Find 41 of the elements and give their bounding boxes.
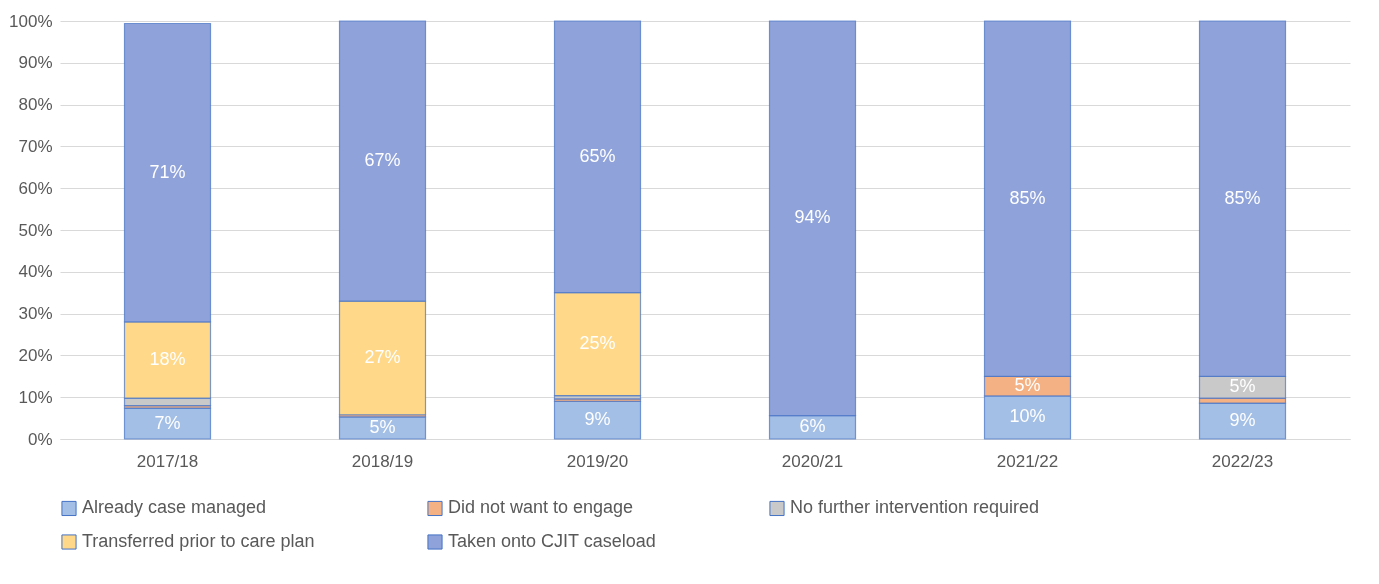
- data-label: 6%: [799, 416, 826, 437]
- y-tick-label: 80%: [18, 95, 53, 115]
- bar: [1198, 402, 1287, 440]
- x-tick-label: 2022/23: [1211, 451, 1274, 471]
- bar: [123, 407, 212, 440]
- data-label: 25%: [579, 333, 616, 354]
- data-label: 71%: [149, 161, 186, 182]
- y-tick-label: 30%: [18, 304, 53, 324]
- y-tick-label: 90%: [18, 53, 53, 73]
- data-label: 94%: [794, 207, 831, 228]
- y-tick-label: 60%: [18, 178, 53, 198]
- legend-label: Already case managed: [82, 497, 267, 518]
- x-tick-label: 2019/20: [566, 451, 629, 471]
- y-tick-label: 0%: [27, 429, 53, 449]
- legend-label: Taken onto CJIT caseload: [448, 531, 656, 551]
- data-label: 10%: [1009, 406, 1046, 427]
- y-tick-label: 10%: [18, 387, 53, 407]
- data-label: 65%: [579, 145, 616, 166]
- data-label: 9%: [1229, 410, 1256, 431]
- data-label: 5%: [1014, 375, 1041, 396]
- legend-label: No further intervention required: [790, 497, 1040, 518]
- data-label: 85%: [1224, 187, 1261, 208]
- y-tick-label: 100%: [9, 11, 53, 31]
- x-tick-label: 2021/22: [996, 451, 1059, 471]
- y-tick-label: 20%: [18, 345, 53, 365]
- y-tick-label: 50%: [18, 220, 53, 240]
- x-tick-label: 2020/21: [781, 451, 844, 471]
- legend-label: Transferred prior to care plan: [82, 531, 315, 551]
- legend-label: Did not want to engage: [448, 497, 634, 518]
- data-label: 9%: [584, 409, 611, 430]
- bar: [553, 400, 642, 440]
- y-tick-label: 40%: [18, 262, 53, 282]
- data-label: 85%: [1009, 187, 1046, 208]
- data-label: 67%: [364, 150, 401, 171]
- data-label: 18%: [149, 349, 186, 369]
- y-tick-label: 70%: [18, 136, 53, 156]
- x-tick-label: 2017/18: [136, 451, 199, 471]
- data-label: 27%: [364, 346, 401, 367]
- x-tick-label: 2018/19: [351, 451, 414, 471]
- data-label: 7%: [154, 412, 181, 433]
- data-label: 5%: [369, 416, 396, 437]
